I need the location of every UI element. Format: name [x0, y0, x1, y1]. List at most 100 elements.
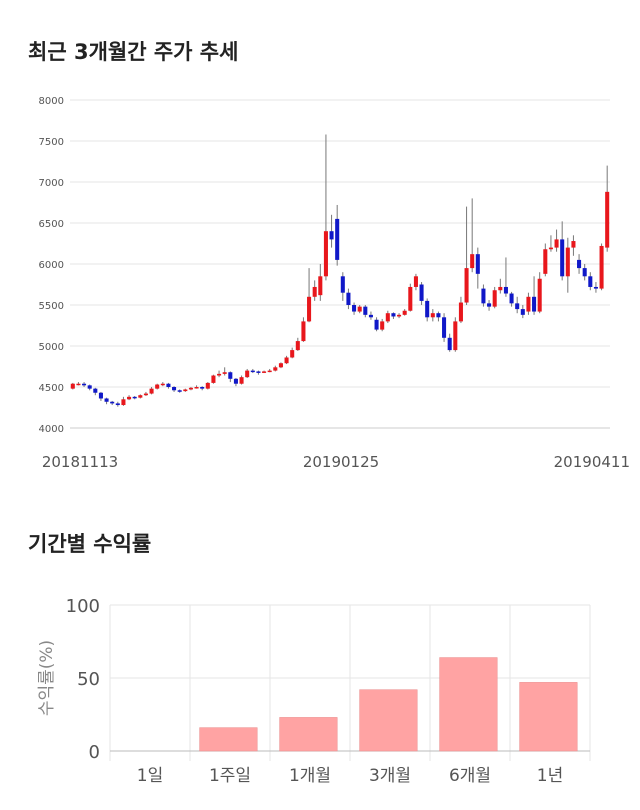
- candle-body: [273, 367, 278, 371]
- candle-body: [82, 383, 87, 386]
- bar: [279, 717, 338, 752]
- candle-body: [329, 231, 334, 240]
- candle-body: [408, 286, 413, 311]
- candle-body: [301, 321, 306, 342]
- candle-body: [593, 286, 598, 289]
- candle-body: [430, 313, 435, 318]
- bar: [359, 689, 418, 752]
- x-tick-label: 20190411: [554, 453, 630, 471]
- candle-body: [571, 241, 576, 248]
- candle-body: [509, 293, 514, 304]
- y-tick-label: 50: [77, 669, 100, 690]
- candle-body: [565, 247, 570, 277]
- candle-body: [363, 306, 368, 315]
- candle-body: [346, 292, 351, 305]
- candle-body: [374, 319, 379, 330]
- candle-body: [599, 245, 604, 289]
- candle-body: [121, 399, 126, 406]
- y-tick-label: 4000: [39, 424, 64, 435]
- y-tick-label: 6000: [39, 260, 64, 271]
- candle-body: [98, 392, 103, 399]
- candle-body: [211, 375, 216, 383]
- returns-title: 기간별 수익률: [28, 532, 152, 556]
- candle-body: [295, 341, 300, 351]
- candle-body: [436, 313, 441, 318]
- bar: [519, 682, 578, 752]
- candle-body: [458, 302, 463, 322]
- x-tick-label: 1일: [137, 766, 163, 786]
- candle-body: [475, 254, 480, 274]
- y-tick-label: 8000: [39, 96, 64, 107]
- candle-body: [526, 296, 531, 312]
- candle-body: [368, 314, 373, 318]
- x-tick-label: 1개월: [289, 766, 331, 786]
- bar: [199, 727, 258, 752]
- candle-body: [419, 284, 424, 301]
- candle-body: [70, 383, 75, 389]
- candle-body: [515, 303, 520, 310]
- candle-body: [172, 387, 177, 391]
- candle-body: [200, 387, 205, 389]
- y-tick-label: 6500: [39, 219, 64, 230]
- candle-body: [520, 309, 525, 315]
- candle-body: [115, 403, 120, 406]
- y-tick-label: 5000: [39, 342, 64, 353]
- candle-body: [543, 249, 548, 274]
- candle-body: [357, 306, 362, 312]
- candle-body: [588, 276, 593, 287]
- candle-body: [76, 383, 81, 386]
- x-tick-label: 20190125: [303, 453, 379, 471]
- candle-body: [250, 370, 255, 373]
- candle-body: [352, 305, 357, 312]
- candle-body: [132, 396, 137, 399]
- candle-body: [278, 363, 283, 368]
- candle-body: [503, 286, 508, 294]
- candle-body: [110, 401, 115, 404]
- candle-body: [138, 395, 143, 398]
- y-tick-label: 0: [89, 742, 100, 763]
- x-tick-label: 1년: [537, 766, 563, 786]
- candle-body: [335, 218, 340, 260]
- candle-body: [554, 239, 559, 248]
- bar: [439, 657, 498, 752]
- candle-body: [537, 278, 542, 312]
- candle-body: [239, 377, 244, 384]
- candle-body: [284, 357, 289, 364]
- candle-body: [93, 388, 98, 393]
- candle-body: [217, 373, 222, 376]
- candle-body: [205, 382, 210, 389]
- candle-body: [402, 310, 407, 315]
- candle-body: [222, 372, 227, 374]
- candle-body: [143, 393, 148, 396]
- candlestick-chart: 4000 4500 5000 5500 6000 6500 7000 7500 8000 201…: [39, 96, 630, 471]
- x-tick-label: 6개월: [449, 766, 491, 786]
- candle-body: [267, 370, 272, 373]
- candle-body: [127, 396, 132, 400]
- candle-body: [104, 398, 109, 402]
- candle-body: [194, 387, 199, 389]
- candle-body: [498, 286, 503, 291]
- candle-body: [177, 390, 182, 392]
- candle-body: [262, 371, 267, 373]
- y-tick-label: 100: [66, 596, 100, 617]
- candle-body: [380, 321, 385, 330]
- candle-body: [453, 321, 458, 351]
- candle-body: [391, 313, 396, 317]
- candle-body: [188, 387, 193, 390]
- candle-body: [397, 314, 402, 317]
- candle-body: [582, 268, 587, 277]
- candle-body: [233, 378, 238, 384]
- candle-body: [183, 389, 188, 392]
- candle-body: [548, 247, 553, 250]
- candle-body: [481, 288, 486, 304]
- candle-body: [340, 276, 345, 293]
- y-tick-label: 7000: [39, 178, 64, 189]
- candle-body: [256, 371, 261, 373]
- candle-body: [385, 313, 390, 322]
- x-tick-label: 3개월: [369, 766, 411, 786]
- candle-body: [307, 296, 312, 322]
- candle-body: [464, 268, 469, 303]
- candle-body: [155, 384, 160, 389]
- candle-body: [312, 286, 317, 297]
